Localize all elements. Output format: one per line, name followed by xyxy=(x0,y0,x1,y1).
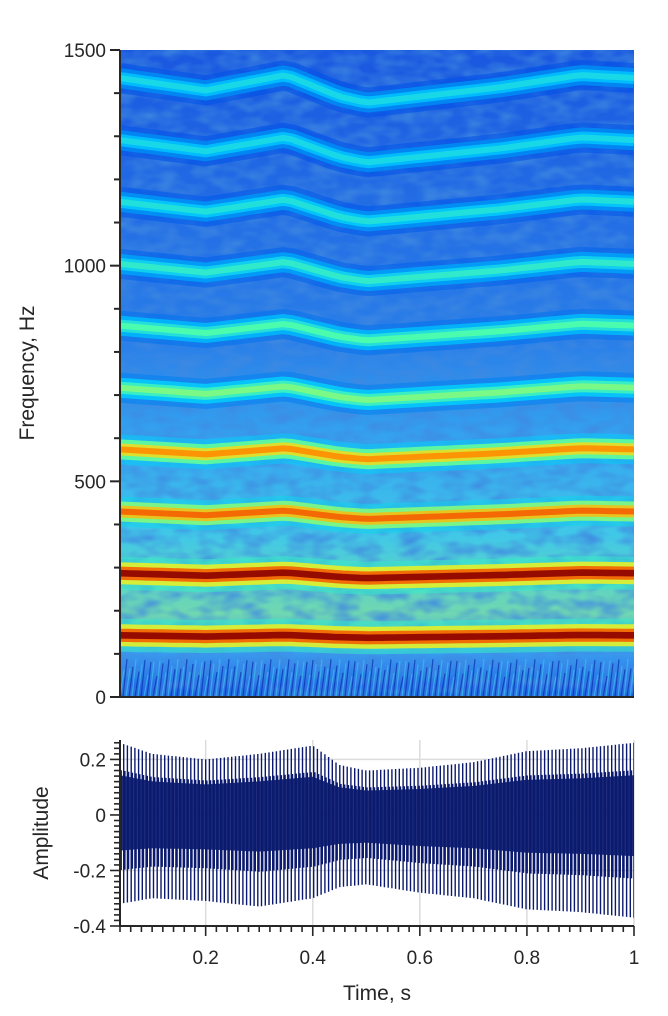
spectrogram-y-tick-label: 500 xyxy=(74,472,106,493)
waveform-axes: -0.4 -0.2 0 0.2 0.2 0.4 0.6 0.8 1 xyxy=(73,740,639,969)
harmonic-band xyxy=(120,184,634,237)
spectrogram-y-tick-label: 1500 xyxy=(64,41,106,62)
harmonic-band xyxy=(120,556,634,595)
harmonic-band xyxy=(120,246,634,297)
waveform-panel: -0.4 -0.2 0 0.2 0.2 0.4 0.6 0.8 1 Amplitude Time… xyxy=(30,740,639,1005)
low-frequency-noise xyxy=(120,658,634,697)
harmonic-band xyxy=(120,618,634,655)
spectrogram-panel: 0 500 1000 1500 Frequency, Hz xyxy=(16,41,634,709)
waveform-x-tick-label: 0.8 xyxy=(514,948,540,969)
waveform-core xyxy=(120,775,634,856)
spectrogram-ylabel: Frequency, Hz xyxy=(16,306,39,441)
harmonic-band xyxy=(120,122,634,178)
waveform-y-tick-label: -0.4 xyxy=(73,917,106,938)
spectrogram-y-tick-label: 1000 xyxy=(64,257,106,278)
waveform-xlabel: Time, s xyxy=(343,982,411,1005)
harmonic-band xyxy=(120,495,634,534)
waveform-x-tick-label: 0.6 xyxy=(407,948,433,969)
waveform-x-tick-label: 1 xyxy=(629,948,640,969)
spectrogram-plot xyxy=(120,50,634,697)
waveform-y-tick-label: 0 xyxy=(95,806,106,827)
waveform-y-tick-label: 0.2 xyxy=(80,750,106,771)
spectrogram-y-tick-label: 0 xyxy=(95,688,106,709)
waveform-ylabel: Amplitude xyxy=(30,786,53,879)
waveform-x-tick-label: 0.4 xyxy=(300,948,327,969)
harmonic-band xyxy=(120,308,634,356)
harmonic-band xyxy=(120,371,634,416)
waveform-plot xyxy=(120,742,634,918)
spectrogram-axes: 0 500 1000 1500 xyxy=(64,41,634,709)
waveform-x-tick-label: 0.2 xyxy=(192,948,218,969)
harmonic-band xyxy=(120,60,634,118)
waveform-y-tick-label: -0.2 xyxy=(73,861,106,882)
harmonic-band xyxy=(120,433,634,475)
